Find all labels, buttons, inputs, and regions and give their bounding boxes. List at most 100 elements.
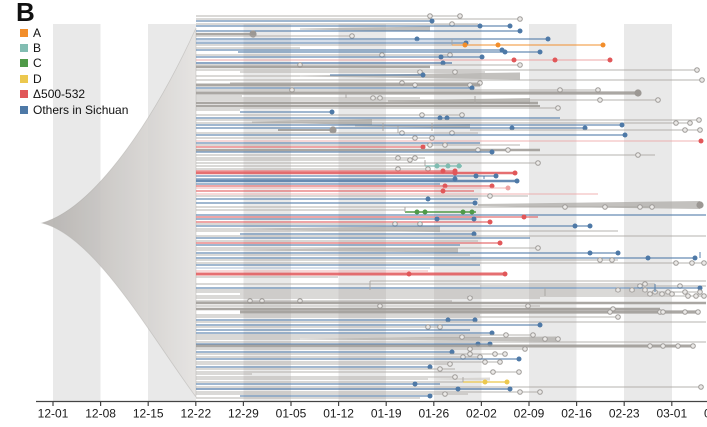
internal-node-dot: [427, 142, 433, 148]
internal-node-dot: [505, 147, 511, 153]
internal-node-dot: [517, 16, 523, 22]
legend-label: A: [33, 25, 42, 40]
internal-node-dot: [537, 389, 543, 395]
tip-node-dot: [545, 36, 551, 42]
internal-node-dot: [425, 324, 431, 330]
tip-node-dot: [455, 386, 461, 392]
legend-item-a: A: [20, 25, 128, 40]
legend-swatch-icon: [20, 105, 28, 114]
internal-node-dot: [682, 289, 688, 295]
legend-label: C: [33, 56, 42, 71]
tip-node-dot: [420, 144, 426, 150]
tip-node-dot: [412, 381, 418, 387]
internal-node-dot: [442, 391, 448, 397]
collapsed-clade-dot: [696, 201, 704, 209]
internal-node-dot: [682, 309, 688, 315]
internal-node-dot: [427, 13, 433, 19]
tip-node-dot: [472, 200, 478, 206]
legend-swatch-icon: [20, 59, 28, 68]
internal-node-dot: [530, 332, 536, 338]
tip-node-dot: [502, 271, 508, 277]
tip-node-dot: [479, 54, 485, 60]
tip-node-dot: [469, 209, 475, 215]
legend-swatch-icon: [20, 90, 28, 99]
internal-node-dot: [698, 384, 704, 390]
internal-node-dot: [412, 135, 418, 141]
internal-node-dot: [615, 314, 621, 320]
internal-node-dot: [487, 193, 493, 199]
internal-node-dot: [687, 120, 693, 126]
collapsed-clade-wedge: [300, 336, 556, 342]
tip-node-dot: [434, 163, 440, 169]
internal-node-dot: [502, 351, 508, 357]
tip-node-dot: [471, 231, 477, 237]
x-axis-label: 12-29: [228, 407, 259, 421]
internal-node-dot: [660, 343, 666, 349]
internal-node-dot: [417, 69, 423, 75]
tip-node-dot: [572, 223, 578, 229]
x-axis-label: 02-23: [609, 407, 640, 421]
legend-item-b: B: [20, 40, 128, 55]
legend-label: B: [33, 41, 42, 56]
internal-node-dot: [673, 260, 679, 266]
internal-node-dot: [682, 127, 688, 133]
tip-node-dot: [452, 170, 458, 176]
x-axis-label: 03-08: [704, 407, 707, 421]
internal-node-dot: [694, 67, 700, 73]
internal-node-dot: [535, 160, 541, 166]
legend-label: Δ500-532: [33, 87, 86, 102]
tip-node-dot: [489, 149, 495, 155]
tip-node-dot: [582, 125, 588, 131]
internal-node-dot: [497, 359, 503, 365]
internal-node-dot: [689, 260, 695, 266]
internal-node-dot: [467, 295, 473, 301]
internal-node-dot: [429, 135, 435, 141]
tip-node-dot: [505, 185, 511, 191]
collapsed-clade-fan: [40, 27, 197, 399]
tip-node-dot: [692, 255, 698, 261]
tip-node-dot: [697, 285, 703, 291]
tip-node-dot: [445, 317, 451, 323]
legend-label: Others in Sichuan: [33, 102, 129, 117]
internal-node-dot: [597, 97, 603, 103]
x-axis-label: 02-02: [466, 407, 497, 421]
internal-node-dot: [412, 155, 418, 161]
tip-node-dot: [473, 173, 479, 179]
tip-node-dot: [414, 36, 420, 42]
tip-node-dot: [514, 178, 520, 184]
tip-node-dot: [698, 138, 704, 144]
internal-node-dot: [457, 13, 463, 19]
internal-node-dot: [442, 142, 448, 148]
legend-item-others-in-sichuan: Others in Sichuan: [20, 102, 128, 117]
internal-node-dot: [649, 204, 655, 210]
tip-node-dot: [460, 209, 466, 215]
tip-node-dot: [434, 216, 440, 222]
tip-node-dot: [537, 322, 543, 328]
internal-node-dot: [482, 359, 488, 365]
internal-node-dot: [492, 351, 498, 357]
internal-node-dot: [349, 33, 355, 39]
legend-label: D: [33, 71, 42, 86]
collapsed-clade-wedge: [240, 247, 458, 253]
tip-node-dot: [607, 57, 613, 63]
internal-node-dot: [690, 343, 696, 349]
internal-node-dot: [637, 204, 643, 210]
tip-node-dot: [420, 72, 426, 78]
collapsed-clade-dot: [329, 126, 337, 134]
tip-node-dot: [645, 255, 651, 261]
internal-node-dot: [452, 374, 458, 380]
x-axis-label: 12-01: [38, 407, 69, 421]
internal-node-dot: [693, 293, 699, 299]
x-axis-label: 01-26: [418, 407, 449, 421]
internal-node-dot: [701, 260, 707, 266]
internal-node-dot: [597, 257, 603, 263]
internal-node-dot: [516, 369, 522, 375]
tip-node-dot: [422, 209, 428, 215]
tip-node-dot: [471, 216, 477, 222]
internal-node-dot: [660, 309, 666, 315]
internal-node-dot: [701, 293, 707, 299]
internal-node-dot: [542, 336, 548, 342]
tip-node-dot: [329, 109, 335, 115]
